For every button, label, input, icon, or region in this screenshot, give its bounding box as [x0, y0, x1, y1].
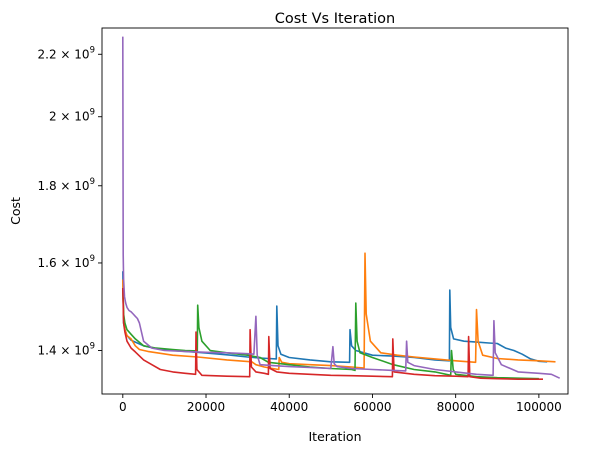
x-axis-ticks: 0 20000 40000 60000 80000 100000	[119, 394, 562, 414]
x-tick-label: 20000	[187, 400, 225, 414]
x-tick-label: 80000	[437, 400, 475, 414]
x-tick-label: 100000	[516, 400, 562, 414]
y-tick-label: 1.4 × 109	[38, 341, 95, 357]
series-line-5	[122, 36, 561, 379]
y-tick-label: 2.2 × 109	[38, 45, 95, 61]
plot-frame	[101, 27, 569, 395]
x-tick-label: 60000	[353, 400, 391, 414]
series-line-3	[122, 287, 539, 380]
y-axis-label: Cost	[8, 197, 23, 225]
plot-area	[122, 36, 561, 381]
y-tick-label: 1.8 × 109	[38, 177, 95, 193]
y-axis-ticks: 1.4 × 109 1.6 × 109 1.8 × 109 2 × 109 2.2 × …	[38, 45, 102, 357]
chart-title: Cost Vs Iteration	[275, 11, 395, 27]
series-line-4	[122, 287, 543, 381]
x-axis-label: Iteration	[308, 429, 361, 444]
y-tick-label: 1.6 × 109	[38, 254, 95, 270]
series-line-2	[122, 252, 556, 371]
y-tick-label: 2 × 109	[49, 108, 95, 124]
x-tick-label: 0	[119, 400, 127, 414]
x-tick-label: 40000	[270, 400, 308, 414]
